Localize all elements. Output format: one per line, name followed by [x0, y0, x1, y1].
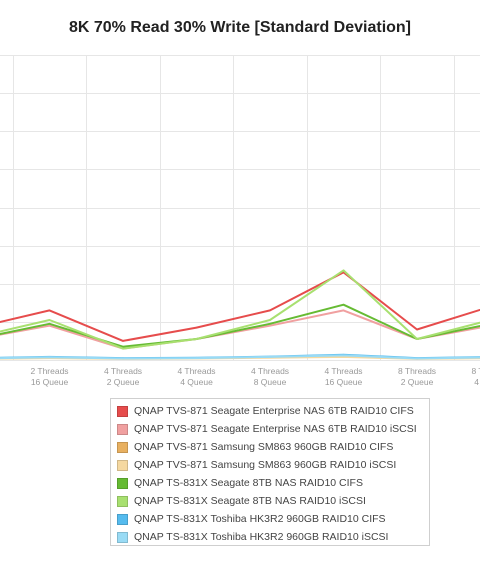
data-point	[122, 347, 124, 350]
series-line	[0, 271, 480, 342]
data-point	[48, 324, 51, 327]
data-point	[269, 324, 271, 327]
data-point	[269, 323, 271, 325]
grid-lines	[0, 55, 480, 361]
x-tick-label: 4 Threads	[104, 366, 142, 376]
series-line	[0, 354, 480, 360]
data-point	[48, 319, 51, 321]
data-point	[342, 303, 345, 306]
data-point	[342, 309, 345, 312]
data-point	[416, 357, 418, 360]
legend-item[interactable]: QNAP TS-831X Toshiba HK3R2 960GB RAID10 …	[111, 510, 429, 528]
legend-swatch	[117, 423, 128, 435]
data-point	[48, 309, 51, 312]
legend-swatch	[117, 441, 128, 453]
legend-item[interactable]: QNAP TVS-871 Samsung SM863 960GB RAID10 …	[111, 438, 429, 456]
legend-label: QNAP TS-831X Toshiba HK3R2 960GB RAID10 …	[134, 513, 386, 525]
series-line	[0, 309, 480, 350]
x-tick-label: 4 Queue	[474, 377, 480, 387]
series-group	[0, 303, 480, 348]
x-tick-label: 2 Queue	[107, 377, 140, 387]
legend-label: QNAP TS-831X Toshiba HK3R2 960GB RAID10 …	[134, 531, 389, 543]
series-group	[0, 269, 480, 350]
legend-item[interactable]: QNAP TVS-871 Samsung SM863 960GB RAID10 …	[111, 456, 429, 474]
x-tick-label: 2 Threads	[30, 366, 68, 376]
x-tick-label: 8 Threads	[471, 366, 480, 376]
data-point	[416, 328, 418, 331]
x-tick-label: 16 Queue	[31, 377, 69, 387]
legend-item[interactable]: QNAP TVS-871 Seagate Enterprise NAS 6TB …	[111, 420, 429, 438]
legend-label: QNAP TVS-871 Samsung SM863 960GB RAID10 …	[134, 441, 394, 453]
data-point	[122, 345, 124, 348]
data-point	[48, 323, 51, 325]
legend-swatch	[117, 513, 128, 525]
data-point	[416, 338, 418, 340]
legend-swatch	[117, 405, 128, 417]
legend-swatch	[117, 531, 128, 543]
x-tick-label: 8 Threads	[398, 366, 436, 376]
data-point	[342, 354, 345, 357]
legend-item[interactable]: QNAP TS-831X Toshiba HK3R2 960GB RAID10 …	[111, 528, 429, 546]
legend-item[interactable]: QNAP TS-831X Seagate 8TB NAS RAID10 iSCS…	[111, 492, 429, 510]
x-tick-label: 4 Threads	[251, 366, 289, 376]
data-point	[342, 269, 345, 272]
data-point	[48, 356, 51, 359]
x-tick-label: 4 Queue	[180, 377, 213, 387]
x-tick-label: 4 Threads	[324, 366, 362, 376]
series-group	[0, 309, 480, 350]
series-group	[0, 271, 480, 342]
legend-label: QNAP TS-831X Seagate 8TB NAS RAID10 CIFS	[134, 477, 363, 489]
chart-title: 8K 70% Read 30% Write [Standard Deviatio…	[68, 19, 412, 36]
legend-label: QNAP TVS-871 Samsung SM863 960GB RAID10 …	[134, 459, 397, 471]
data-point	[342, 356, 345, 358]
data-point	[269, 309, 271, 312]
x-tick-label: 2 Queue	[401, 377, 434, 387]
legend-swatch	[117, 477, 128, 489]
legend-swatch	[117, 495, 128, 507]
x-tick-label: 8 Queue	[254, 377, 287, 387]
legend-item[interactable]: QNAP TS-831X Seagate 8TB NAS RAID10 CIFS	[111, 474, 429, 492]
data-point	[195, 338, 198, 340]
legend-label: QNAP TVS-871 Seagate Enterprise NAS 6TB …	[134, 423, 417, 435]
legend-label: QNAP TS-831X Seagate 8TB NAS RAID10 iSCS…	[134, 495, 366, 507]
data-point	[195, 326, 198, 329]
legend-label: QNAP TVS-871 Seagate Enterprise NAS 6TB …	[134, 405, 414, 417]
legend: QNAP TVS-871 Seagate Enterprise NAS 6TB …	[110, 398, 430, 546]
data-point	[269, 356, 271, 358]
x-tick-label: 16 Queue	[325, 377, 363, 387]
series-lines	[0, 269, 480, 360]
legend-swatch	[117, 459, 128, 471]
data-point	[122, 340, 124, 342]
data-point	[269, 319, 271, 321]
data-point	[122, 357, 124, 360]
legend-item[interactable]: QNAP TVS-871 Seagate Enterprise NAS 6TB …	[111, 402, 429, 420]
data-point	[195, 357, 198, 359]
series-group	[0, 354, 480, 360]
x-tick-label: 4 Threads	[177, 366, 215, 376]
